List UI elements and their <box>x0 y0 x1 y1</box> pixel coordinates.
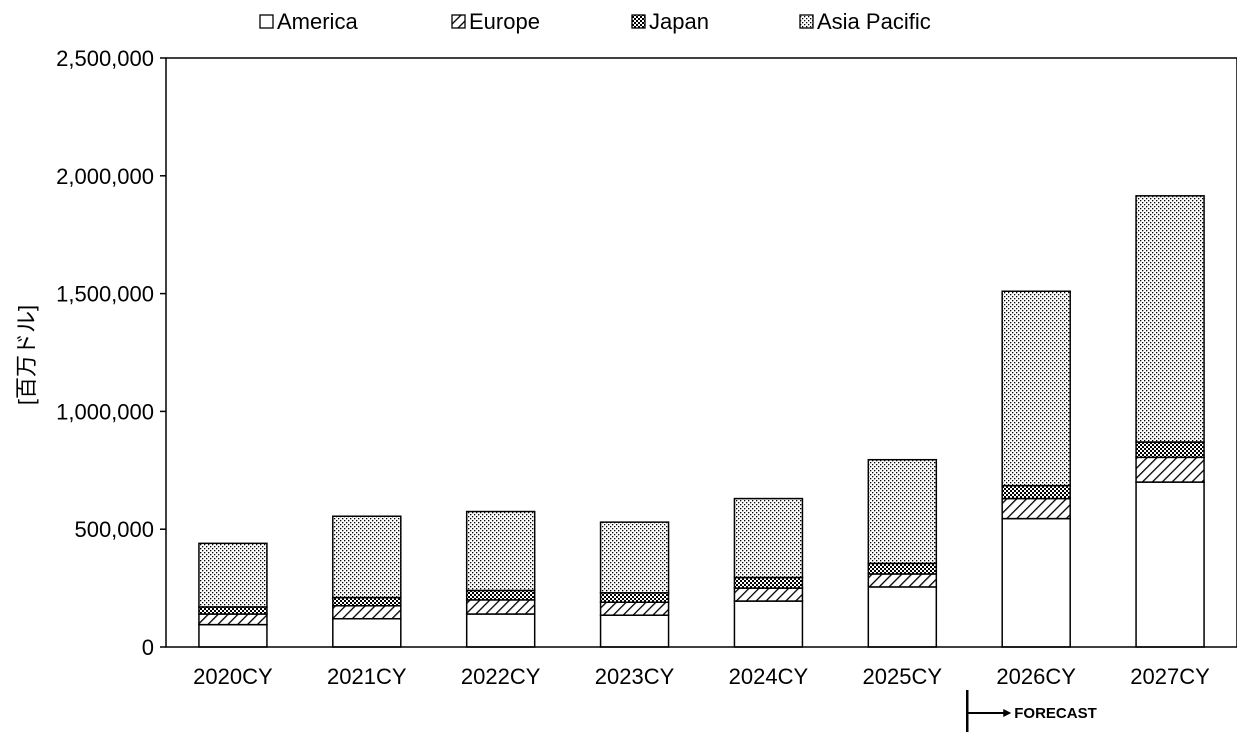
bar-stack-2020cy <box>198 542 268 648</box>
y-axis-title: [百万ドル] <box>14 305 39 405</box>
y-tick-label: 2,000,000 <box>56 164 154 189</box>
bar-stack-2022cy <box>465 510 536 648</box>
bar-segment-america <box>733 600 804 648</box>
bar-stack-2027cy <box>1135 195 1205 648</box>
bar-segment-japan <box>1001 484 1071 500</box>
x-tick-label: 2022CY <box>461 664 541 689</box>
bar-stack-2024cy <box>733 497 804 648</box>
bar-segment-japan <box>332 596 402 607</box>
legend: America Europe Japan Asia Pacific <box>259 9 931 34</box>
bar-segment-america <box>332 617 402 648</box>
bar-stack-2026cy <box>1001 290 1071 648</box>
bar-segment-europe <box>332 605 402 620</box>
legend-swatch <box>259 14 274 29</box>
bar-segment-asia-pacific <box>733 497 804 579</box>
x-axis-labels: 2020CY 2021CY 2022CY 2023CY 2024CY 2025CY 2026… <box>193 664 1210 689</box>
bar-segment-japan <box>867 562 938 575</box>
bar-segment-japan <box>599 592 670 603</box>
bar-stack-2025cy <box>867 458 938 648</box>
forecast-arrow-head <box>1003 709 1012 717</box>
bar-segment-asia-pacific <box>332 515 402 599</box>
bar-segment-america <box>867 586 938 648</box>
bar-segment-america <box>1001 517 1071 648</box>
bar-segment-america <box>1135 481 1205 648</box>
x-tick-label: 2025CY <box>863 664 943 689</box>
x-tick-label: 2027CY <box>1130 664 1210 689</box>
y-tick-label: 500,000 <box>74 517 154 542</box>
bars <box>198 195 1205 648</box>
y-tick-label: 1,500,000 <box>56 282 154 307</box>
bar-segment-asia-pacific <box>198 542 268 608</box>
bar-segment-europe <box>198 613 268 626</box>
bar-segment-europe <box>599 601 670 616</box>
x-tick-label: 2026CY <box>996 664 1076 689</box>
bar-segment-japan <box>733 576 804 589</box>
forecast-label: FORECAST <box>1014 705 1097 722</box>
bar-segment-america <box>465 613 536 648</box>
y-tick-label: 1,000,000 <box>56 399 154 424</box>
y-tick-label: 0 <box>142 635 154 660</box>
bar-segment-europe <box>1135 456 1205 483</box>
legend-item-america: America <box>259 9 358 34</box>
bar-segment-america <box>599 614 670 648</box>
legend-label: America <box>277 9 358 34</box>
forecast-annotation: FORECAST <box>966 690 1097 732</box>
legend-swatch <box>451 14 466 29</box>
bar-segment-japan <box>465 589 536 601</box>
legend-label: Asia Pacific <box>817 9 931 34</box>
legend-label: Japan <box>649 9 709 34</box>
plot-area-frame <box>165 57 1237 648</box>
x-tick-label: 2021CY <box>327 664 407 689</box>
bar-segment-america <box>198 623 268 648</box>
legend-label: Europe <box>469 9 540 34</box>
bar-segment-asia-pacific <box>867 458 938 565</box>
bar-segment-japan <box>1135 441 1205 459</box>
bar-segment-asia-pacific <box>1001 290 1071 487</box>
x-tick-label: 2024CY <box>729 664 809 689</box>
bar-segment-europe <box>1001 497 1071 520</box>
bar-segment-europe <box>867 573 938 588</box>
x-tick-label: 2023CY <box>595 664 675 689</box>
bar-segment-europe <box>465 599 536 615</box>
legend-swatch <box>631 14 646 29</box>
bar-segment-asia-pacific <box>599 521 670 594</box>
legend-swatch <box>799 14 814 29</box>
x-tick-label: 2020CY <box>193 664 273 689</box>
bar-segment-asia-pacific <box>1135 195 1205 443</box>
y-tick-label: 2,500,000 <box>56 46 154 71</box>
legend-item-japan: Japan <box>631 9 709 34</box>
legend-item-europe: Europe <box>451 9 540 34</box>
bar-segment-japan <box>198 606 268 615</box>
y-axis-ticks: 0 500,000 1,000,000 1,500,000 2,000,000 2,500… <box>56 46 166 660</box>
bar-stack-2023cy <box>599 521 670 648</box>
bar-segment-europe <box>733 587 804 602</box>
bar-segment-asia-pacific <box>465 510 536 592</box>
bar-stack-2021cy <box>332 515 402 648</box>
legend-item-asia-pacific: Asia Pacific <box>799 9 931 34</box>
